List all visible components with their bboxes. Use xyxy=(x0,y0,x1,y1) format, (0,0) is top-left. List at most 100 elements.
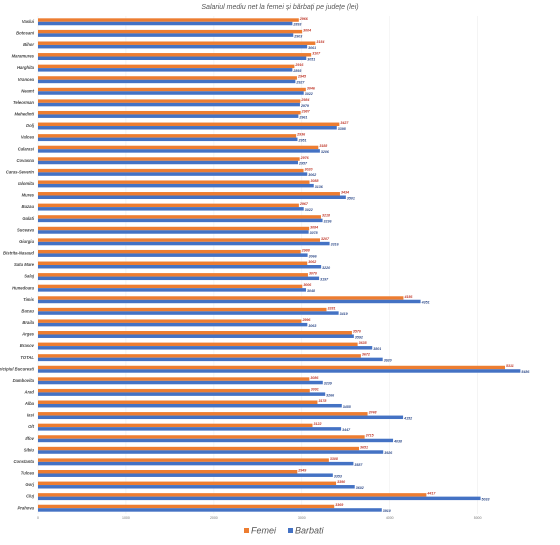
bar xyxy=(38,122,340,127)
y-tick-label: Bistrita-Nasaud xyxy=(3,251,34,256)
bar xyxy=(38,481,337,486)
value-label: 3022 xyxy=(305,208,313,212)
value-label: 3062 xyxy=(308,173,316,177)
y-tick-label: Satu Mare xyxy=(14,262,35,267)
y-tick-label: Alba xyxy=(24,401,35,406)
bar xyxy=(38,276,320,281)
value-label: 2893 xyxy=(292,69,301,73)
value-label: 2984 xyxy=(300,98,309,102)
value-label: 2988 xyxy=(301,248,310,252)
value-label: 2979 xyxy=(300,104,309,108)
y-tick-label: Neamt xyxy=(21,88,34,93)
value-label: 3419 xyxy=(340,312,348,316)
bar xyxy=(38,145,319,150)
y-tick-label: Braila xyxy=(22,320,34,325)
value-label: 2987 xyxy=(301,109,311,113)
value-label: 3088 xyxy=(311,179,319,183)
value-label: 2903 xyxy=(293,34,302,38)
bar xyxy=(38,496,481,501)
value-label: 2949 xyxy=(297,468,306,472)
y-tick-label: Dolj xyxy=(26,123,35,128)
value-label: 2927 xyxy=(295,81,305,85)
y-tick-label: Botosani xyxy=(16,30,35,35)
value-label: 3501 xyxy=(347,196,355,200)
value-label: 3086 xyxy=(310,376,319,380)
x-tick-label: 0 xyxy=(37,516,39,520)
bar xyxy=(38,412,368,416)
value-label: 2945 xyxy=(297,75,307,79)
value-label: 3206 xyxy=(321,150,330,154)
bar xyxy=(38,160,299,165)
value-label: 3178 xyxy=(318,399,326,403)
legend-swatch xyxy=(288,528,293,533)
value-label: 4417 xyxy=(426,492,436,496)
y-tick-label: Salaj xyxy=(24,274,35,279)
y-tick-label: Gorj xyxy=(25,482,34,487)
bar xyxy=(38,354,361,358)
value-label: 3926 xyxy=(384,451,393,455)
bar xyxy=(38,377,310,381)
y-tick-label: Suceava xyxy=(17,227,35,232)
bar xyxy=(38,203,299,208)
value-label: 3281 xyxy=(328,306,336,310)
value-label: 3136 xyxy=(315,185,324,189)
value-label: 5486 xyxy=(521,370,530,374)
bar xyxy=(38,415,404,420)
value-label: 3020 xyxy=(305,167,313,171)
value-label: 2976 xyxy=(300,156,310,160)
value-label: 3592 xyxy=(355,335,363,339)
bar xyxy=(38,504,335,509)
bar xyxy=(38,79,296,84)
bar xyxy=(38,461,354,466)
bar xyxy=(38,87,306,92)
y-tick-label: Maramures xyxy=(12,54,35,59)
value-label: 3602 xyxy=(356,486,364,490)
bar xyxy=(38,450,384,454)
y-tick-label: Dambovita xyxy=(13,378,35,383)
value-label: 3910 xyxy=(383,509,391,513)
value-label: 3427 xyxy=(340,121,349,125)
bar xyxy=(38,183,314,188)
bar xyxy=(38,446,360,451)
y-tick-label: Buzau xyxy=(21,204,34,209)
bar xyxy=(38,265,322,269)
value-label: 2966 xyxy=(299,17,309,21)
y-tick-label: Ilfov xyxy=(25,436,34,441)
value-label: 3062 xyxy=(308,260,316,264)
bar xyxy=(38,207,304,211)
y-tick-label: Bihor xyxy=(23,42,34,47)
bar xyxy=(38,226,310,231)
value-label: 3369 xyxy=(335,503,343,507)
value-label: 3006 xyxy=(303,283,312,287)
value-label: 2961 xyxy=(298,115,307,119)
value-label: 3316 xyxy=(331,243,340,247)
value-label: 4152 xyxy=(403,416,412,420)
x-tick-label: 1000 xyxy=(122,516,130,520)
bar xyxy=(38,91,304,95)
y-tick-label: Hunedoara xyxy=(12,285,35,290)
y-tick-label: Giurgiu xyxy=(19,239,34,244)
x-tick-label: 5000 xyxy=(474,516,482,520)
bar xyxy=(38,423,313,428)
x-tick-label: 2000 xyxy=(210,516,218,520)
bar xyxy=(38,41,316,45)
y-tick-label: Covasna xyxy=(17,158,35,163)
value-label: 4156 xyxy=(403,295,413,299)
bar xyxy=(38,403,342,408)
value-label: 3455 xyxy=(343,405,352,409)
value-label: 3801 xyxy=(373,347,381,351)
value-label: 3353 xyxy=(334,474,342,478)
bar xyxy=(38,357,383,362)
y-tick-label: Sibiu xyxy=(24,447,35,452)
y-tick-label: Galati xyxy=(22,216,34,221)
value-label: 3070 xyxy=(309,272,317,276)
y-tick-label: Bacau xyxy=(21,308,34,313)
value-label: 3398 xyxy=(338,127,346,131)
value-label: 3651 xyxy=(360,445,368,449)
bar xyxy=(38,435,365,439)
bar xyxy=(38,307,327,312)
bar xyxy=(38,493,427,497)
y-tick-label: Mehedinti xyxy=(14,112,34,117)
bar xyxy=(38,192,340,196)
